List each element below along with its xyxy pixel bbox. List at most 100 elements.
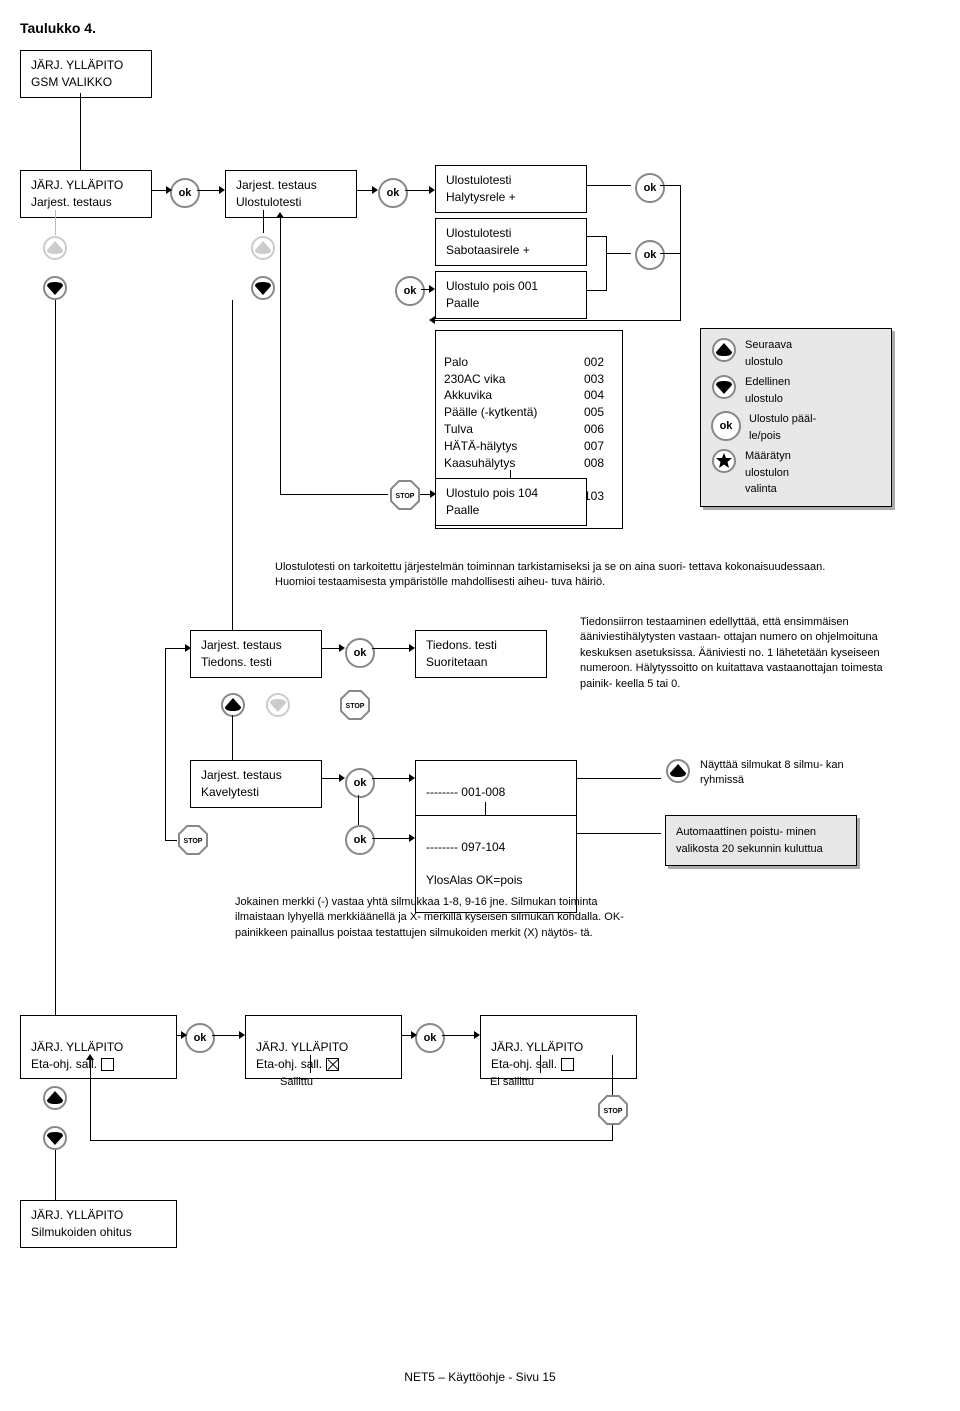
down-icon-disabled — [265, 692, 291, 718]
connector — [660, 185, 680, 186]
ok-icon: ok — [711, 411, 741, 441]
connector — [680, 253, 681, 321]
connector — [280, 494, 388, 495]
down-icon — [250, 275, 276, 301]
down-icon — [42, 1125, 68, 1151]
connector — [680, 185, 681, 253]
paragraph-ulostulotesti: Ulostulotesti on tarkoitettu järjestelmä… — [275, 560, 855, 591]
connector — [586, 236, 606, 237]
connector — [232, 715, 233, 760]
connector — [586, 290, 606, 291]
status-row: Tulva006 — [444, 421, 604, 438]
ok-icon: ok — [170, 178, 200, 208]
legend-box: Seuraava ulostulo Edellinen ulostulo ok … — [700, 328, 892, 507]
connector — [485, 802, 486, 815]
connector — [660, 253, 680, 254]
connector — [321, 778, 339, 779]
connector — [176, 1035, 181, 1036]
connector — [310, 1055, 311, 1073]
connector — [80, 93, 81, 170]
connector — [90, 1140, 613, 1141]
status-row: Päälle (-kytkentä)005 — [444, 404, 604, 421]
status-row: Kaasuhälytys008 — [444, 455, 604, 472]
ok-icon: ok — [345, 638, 375, 668]
connector — [421, 289, 429, 290]
connector — [401, 1035, 411, 1036]
status-row: Akkuvika004 — [444, 387, 604, 404]
connector — [372, 778, 409, 779]
stop-icon — [340, 690, 370, 720]
box-etaohj-2: JÄRJ. YLLÄPITO Eta-ohj. sall. — [245, 1015, 402, 1079]
connector — [263, 210, 264, 233]
legend-label: Määrätyn ulostulon valinta — [745, 448, 791, 498]
up-icon-disabled — [250, 235, 276, 261]
up-icon — [220, 692, 246, 718]
up-icon — [711, 337, 737, 363]
line: YlosAlas OK=pois — [426, 872, 566, 889]
line: -------- 001-008 — [426, 784, 566, 801]
box-tiedons-testi: Jarjest. testaus Tiedons. testi — [190, 630, 322, 678]
note-autopoistu: Automaattinen poistu- minen valikosta 20… — [665, 815, 857, 866]
box-sabotaasirele: Ulostulotesti Sabotaasirele + — [435, 218, 587, 266]
connector — [151, 190, 166, 191]
down-icon — [42, 275, 68, 301]
checkbox-unchecked — [561, 1058, 574, 1071]
ok-icon: ok — [635, 240, 665, 270]
ok-icon: ok — [185, 1023, 215, 1053]
status-row: Palo002 — [444, 354, 604, 371]
paragraph-silmukat: Näyttää silmukat 8 silmu- kan ryhmissä — [700, 758, 880, 789]
connector — [612, 1055, 613, 1095]
page-footer: NET5 – Käyttöohje - Sivu 15 — [320, 1370, 640, 1384]
connector — [165, 840, 177, 841]
paragraph-merkit: Jokainen merkki (-) vastaa yhtä silmukka… — [235, 895, 635, 941]
connector — [510, 470, 511, 478]
label-sallittu: Sallittu — [280, 1075, 313, 1090]
line: -------- 097-104 — [426, 839, 566, 856]
connector — [55, 300, 56, 1015]
checkbox-unchecked — [101, 1058, 114, 1071]
box-ulostulo-001: Ulostulo pois 001 Paalle — [435, 271, 587, 319]
legend-label: Seuraava ulostulo — [745, 337, 792, 370]
connector — [442, 1035, 474, 1036]
connector — [540, 1055, 541, 1073]
connector — [55, 1150, 56, 1200]
up-icon — [665, 758, 691, 784]
up-icon — [42, 1085, 68, 1111]
box-gsm-valikko: JÄRJ. YLLÄPITO GSM VALIKKO — [20, 50, 152, 98]
connector — [372, 838, 409, 839]
paragraph-tiedonsiirto: Tiedonsiirron testaaminen edellyttää, et… — [580, 615, 900, 692]
down-icon — [711, 374, 737, 400]
connector — [356, 190, 372, 191]
ok-icon: ok — [635, 173, 665, 203]
connector — [90, 1060, 91, 1141]
label-ei-sallittu: Ei sallittu — [490, 1075, 534, 1090]
connector — [165, 648, 166, 840]
connector — [197, 190, 219, 191]
connector — [576, 833, 661, 834]
legend-label: Edellinen ulostulo — [745, 374, 790, 407]
stop-icon — [390, 480, 420, 510]
connector — [612, 1125, 613, 1141]
checkbox-checked — [326, 1058, 339, 1071]
box-kavelytesti: Jarjest. testaus Kavelytesti — [190, 760, 322, 808]
stop-icon — [178, 825, 208, 855]
legend-label: Ulostulo pääl- le/pois — [749, 411, 816, 444]
connector — [606, 253, 631, 254]
connector — [321, 648, 339, 649]
box-etaohj-1: JÄRJ. YLLÄPITO Eta-ohj. sall. — [20, 1015, 177, 1079]
connector — [420, 494, 430, 495]
connector — [55, 210, 56, 235]
ok-icon: ok — [395, 276, 425, 306]
connector — [280, 218, 281, 495]
box-halytysrele: Ulostulotesti Halytysrele + — [435, 165, 587, 213]
connector — [586, 185, 631, 186]
star-icon — [711, 448, 737, 474]
status-row: HÄTÄ-hälytys007 — [444, 438, 604, 455]
connector — [405, 190, 429, 191]
box-ulostulo-104: Ulostulo pois 104 Paalle — [435, 478, 587, 526]
status-row: 230AC vika003 — [444, 371, 604, 388]
box-etaohj-3: JÄRJ. YLLÄPITO Eta-ohj. sall. — [480, 1015, 637, 1079]
box-suoritetaan: Tiedons. testi Suoritetaan — [415, 630, 547, 678]
connector — [232, 300, 233, 630]
connector — [212, 1035, 239, 1036]
